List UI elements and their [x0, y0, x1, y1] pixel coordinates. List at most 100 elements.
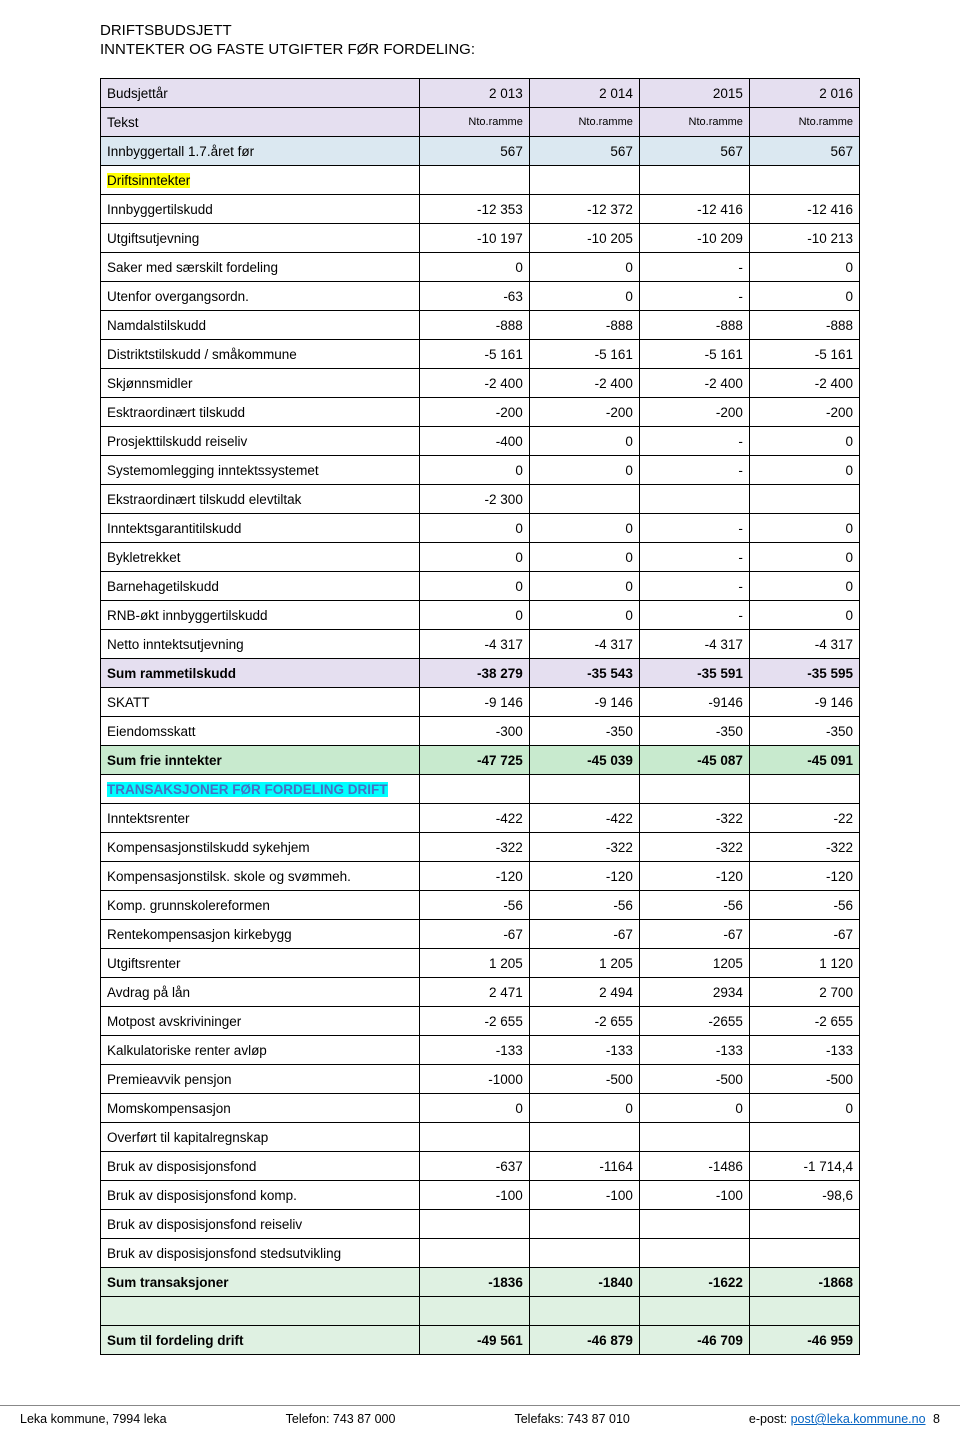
row-value: [749, 775, 859, 804]
row-value: -322: [639, 833, 749, 862]
row-label: Barnehagetilskudd: [101, 572, 420, 601]
cell-budsjettar: Budsjettår: [101, 79, 420, 108]
table-row: Avdrag på lån2 4712 49429342 700: [101, 978, 860, 1007]
table-row: Innbyggertall 1.7.året før567567567567: [101, 137, 860, 166]
table-row: Bruk av disposisjonsfond komp.-100-100-1…: [101, 1181, 860, 1210]
row-value: [749, 485, 859, 514]
row-label: Innbyggertilskudd: [101, 195, 420, 224]
row-value: -2 400: [529, 369, 639, 398]
row-value: [419, 1123, 529, 1152]
row-value: -2 300: [419, 485, 529, 514]
page-number: 8: [933, 1412, 940, 1426]
row-value: -500: [749, 1065, 859, 1094]
row-value: -: [639, 282, 749, 311]
row-value: 567: [749, 137, 859, 166]
table-row: Bruk av disposisjonsfond-637-1164-1486-1…: [101, 1152, 860, 1181]
row-value: [749, 1297, 859, 1326]
table-row: SKATT-9 146-9 146-9146-9 146: [101, 688, 860, 717]
row-value: 0: [529, 543, 639, 572]
table-row: Utenfor overgangsordn.-630-0: [101, 282, 860, 311]
row-label: Komp. grunnskolereformen: [101, 891, 420, 920]
footer-phone: Telefon: 743 87 000: [286, 1412, 396, 1426]
row-value: -133: [529, 1036, 639, 1065]
row-value: -10 209: [639, 224, 749, 253]
row-value: 0: [529, 282, 639, 311]
row-value: -9146: [639, 688, 749, 717]
row-value: -2 400: [639, 369, 749, 398]
row-value: -10 213: [749, 224, 859, 253]
row-value: -63: [419, 282, 529, 311]
cell-year-3: 2015: [639, 79, 749, 108]
footer-email-link[interactable]: post@leka.kommune.no: [791, 1412, 926, 1426]
row-value: 1 205: [419, 949, 529, 978]
row-value: 0: [749, 572, 859, 601]
row-value: [639, 1297, 749, 1326]
row-value: 0: [529, 601, 639, 630]
footer-fax: Telefaks: 743 87 010: [514, 1412, 629, 1426]
page: DRIFTSBUDSJETT INNTEKTER OG FASTE UTGIFT…: [0, 0, 960, 1365]
row-value: [419, 775, 529, 804]
row-label: RNB-økt innbyggertilskudd: [101, 601, 420, 630]
row-label: Utgiftsrenter: [101, 949, 420, 978]
row-label: Bruk av disposisjonsfond: [101, 1152, 420, 1181]
row-value: -2 655: [749, 1007, 859, 1036]
row-value: -200: [749, 398, 859, 427]
row-value: -1868: [749, 1268, 859, 1297]
row-value: -98,6: [749, 1181, 859, 1210]
row-label: Motpost avskrivininger: [101, 1007, 420, 1036]
row-value: -1486: [639, 1152, 749, 1181]
row-value: 0: [749, 253, 859, 282]
table-row: Bykletrekket00-0: [101, 543, 860, 572]
row-value: 1 205: [529, 949, 639, 978]
row-value: 0: [529, 1094, 639, 1123]
row-value: -4 317: [419, 630, 529, 659]
row-value: 1205: [639, 949, 749, 978]
row-label: Rentekompensasjon kirkebygg: [101, 920, 420, 949]
row-value: -46 709: [639, 1326, 749, 1355]
table-row: Systemomlegging inntektssystemet00-0: [101, 456, 860, 485]
table-row: Bruk av disposisjonsfond reiseliv: [101, 1210, 860, 1239]
row-value: 0: [749, 514, 859, 543]
table-row: Driftsinntekter: [101, 166, 860, 195]
row-value: 0: [529, 456, 639, 485]
row-value: -22: [749, 804, 859, 833]
table-row: Rentekompensasjon kirkebygg-67-67-67-67: [101, 920, 860, 949]
cell-year-2: 2 014: [529, 79, 639, 108]
row-value: -12 416: [639, 195, 749, 224]
row-label: Momskompensasjon: [101, 1094, 420, 1123]
row-value: 567: [529, 137, 639, 166]
row-value: -1 714,4: [749, 1152, 859, 1181]
row-value: -2655: [639, 1007, 749, 1036]
row-value: 0: [419, 456, 529, 485]
table-row: Momskompensasjon0000: [101, 1094, 860, 1123]
row-value: -200: [419, 398, 529, 427]
row-label: TRANSAKSJONER FØR FORDELING DRIFT: [101, 775, 420, 804]
table-row: Esktraordinært tilskudd-200-200-200-200: [101, 398, 860, 427]
row-label: Esktraordinært tilskudd: [101, 398, 420, 427]
table-row: Inntektsrenter-422-422-322-22: [101, 804, 860, 833]
row-label: Distriktstilskudd / småkommune: [101, 340, 420, 369]
row-label: Avdrag på lån: [101, 978, 420, 1007]
row-value: 0: [419, 572, 529, 601]
row-label: SKATT: [101, 688, 420, 717]
table-row: Komp. grunnskolereformen-56-56-56-56: [101, 891, 860, 920]
row-value: -120: [749, 862, 859, 891]
table-row: Skjønnsmidler-2 400-2 400-2 400-2 400: [101, 369, 860, 398]
table-row: Barnehagetilskudd00-0: [101, 572, 860, 601]
footer: Leka kommune, 7994 leka Telefon: 743 87 …: [0, 1405, 960, 1432]
row-label: Kalkulatoriske renter avløp: [101, 1036, 420, 1065]
row-value: -888: [529, 311, 639, 340]
row-value: 2934: [639, 978, 749, 1007]
row-value: [749, 1123, 859, 1152]
row-value: [529, 166, 639, 195]
row-value: [749, 1239, 859, 1268]
row-value: -: [639, 456, 749, 485]
row-value: -56: [639, 891, 749, 920]
row-value: -: [639, 427, 749, 456]
row-value: -67: [639, 920, 749, 949]
table-row: Utgiftsrenter1 2051 20512051 120: [101, 949, 860, 978]
row-value: 0: [529, 572, 639, 601]
cell-ntoramme-3: Nto.ramme: [639, 108, 749, 137]
footer-right: e-post: post@leka.kommune.no 8: [749, 1412, 940, 1426]
row-value: -2 400: [749, 369, 859, 398]
